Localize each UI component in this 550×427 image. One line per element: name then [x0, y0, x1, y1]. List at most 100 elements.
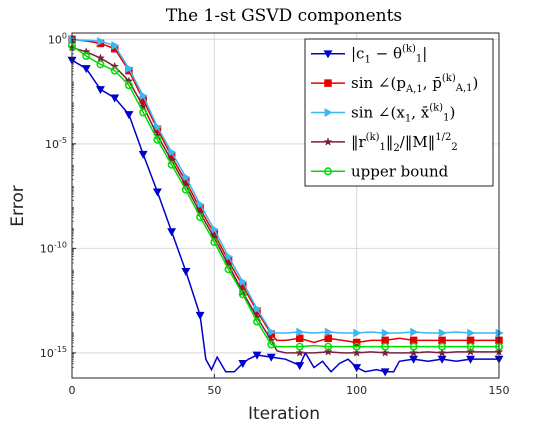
- legend-swatch-marker: [324, 167, 332, 176]
- data-point: [466, 336, 475, 345]
- data-point: [167, 228, 177, 237]
- data-point: [295, 362, 305, 371]
- data-point: [409, 348, 419, 357]
- data-point: [380, 348, 390, 357]
- data-point: [466, 342, 475, 351]
- data-point: [352, 342, 361, 351]
- data-point: [381, 336, 389, 345]
- data-point: [352, 348, 362, 357]
- legend-entry: sin ∠(pA,1, p̄(k)A,1): [311, 73, 478, 95]
- series-line: [71, 44, 499, 348]
- data-point: [324, 334, 332, 343]
- x-axis-label: Iteration: [248, 404, 320, 424]
- data-point: [381, 342, 390, 351]
- data-point: [381, 328, 390, 338]
- legend-entry: sin ∠(x1, x̄(k)1): [311, 103, 455, 125]
- legend-label: ‖r(k)1‖2/‖M‖1/22: [351, 132, 458, 154]
- series-3: [68, 34, 504, 338]
- series-line: [71, 38, 499, 334]
- data-point: [96, 86, 105, 95]
- data-point: [253, 304, 262, 314]
- data-point: [152, 188, 162, 197]
- data-point: [210, 225, 219, 234]
- data-point: [210, 238, 219, 247]
- data-point: [138, 150, 148, 159]
- legend-swatch-marker: [323, 137, 333, 146]
- data-point: [267, 327, 276, 337]
- series-layer: [67, 34, 504, 377]
- legend-label: upper bound: [351, 162, 449, 180]
- x-ticks: 0 50 100 150: [69, 374, 510, 397]
- data-point: [110, 66, 119, 75]
- data-point: [124, 111, 134, 120]
- data-point: [353, 328, 362, 338]
- y-ticks: 100 10-5 10-10 10-15: [40, 31, 76, 368]
- data-point: [466, 347, 476, 356]
- data-point: [295, 348, 305, 357]
- data-point: [82, 52, 91, 60]
- y-axis-label: Error: [8, 185, 28, 226]
- data-point: [438, 336, 446, 345]
- data-point: [139, 108, 148, 117]
- legend-label: |c1 − θ(k)1|: [351, 44, 427, 66]
- data-point: [196, 200, 205, 209]
- data-point: [168, 147, 177, 157]
- data-point: [253, 317, 262, 326]
- data-point: [196, 213, 205, 221]
- data-point: [238, 359, 248, 368]
- data-point: [139, 91, 148, 101]
- data-point: [410, 327, 419, 337]
- data-point: [409, 355, 419, 364]
- data-point: [238, 290, 247, 299]
- legend-swatch-marker: [324, 108, 333, 117]
- y-tick-label: 10-10: [40, 240, 67, 255]
- y-tick-label: 10-15: [40, 345, 67, 360]
- data-point: [409, 342, 418, 351]
- x-tick-label: 100: [346, 384, 367, 397]
- legend-label: sin ∠(x1, x̄(k)1): [351, 103, 455, 125]
- series-line: [71, 59, 499, 373]
- data-point: [380, 368, 390, 377]
- data-point: [111, 41, 120, 50]
- series-5: [68, 41, 503, 351]
- data-point: [154, 122, 163, 132]
- x-tick-label: 0: [69, 384, 76, 397]
- legend: |c1 − θ(k)1| sin ∠(pA,1, p̄(k)A,1) sin ∠(x…: [304, 38, 494, 187]
- series-1: [67, 56, 504, 377]
- data-point: [409, 336, 418, 345]
- data-point: [138, 101, 148, 110]
- data-point: [181, 185, 190, 194]
- data-point: [352, 364, 362, 373]
- legend-label: sin ∠(pA,1, p̄(k)A,1): [351, 73, 478, 95]
- data-point: [182, 172, 191, 182]
- legend-entry: |c1 − θ(k)1|: [311, 44, 427, 66]
- data-point: [224, 265, 233, 274]
- data-point: [252, 351, 262, 360]
- legend-swatch-marker: [324, 79, 332, 87]
- data-point: [97, 36, 106, 46]
- data-point: [124, 81, 133, 90]
- data-point: [437, 348, 447, 357]
- data-point: [323, 347, 333, 356]
- data-point: [296, 327, 305, 337]
- series-line: [71, 38, 499, 344]
- y-tick-label: 10-5: [45, 136, 67, 151]
- data-point: [239, 277, 248, 287]
- legend-entry: ‖r(k)1‖2/‖M‖1/22: [311, 132, 458, 154]
- data-point: [266, 353, 276, 362]
- data-point: [167, 160, 176, 169]
- data-point: [352, 338, 361, 347]
- legend-swatch-marker: [323, 50, 333, 59]
- data-point: [110, 94, 120, 103]
- data-point: [96, 60, 105, 69]
- data-point: [181, 267, 191, 276]
- y-tick-label: 100: [48, 31, 67, 46]
- data-point: [125, 64, 134, 73]
- x-tick-label: 150: [489, 384, 510, 397]
- data-point: [437, 355, 447, 364]
- data-point: [153, 135, 162, 144]
- data-point: [438, 342, 447, 351]
- data-point: [295, 342, 304, 351]
- x-tick-label: 50: [207, 384, 221, 397]
